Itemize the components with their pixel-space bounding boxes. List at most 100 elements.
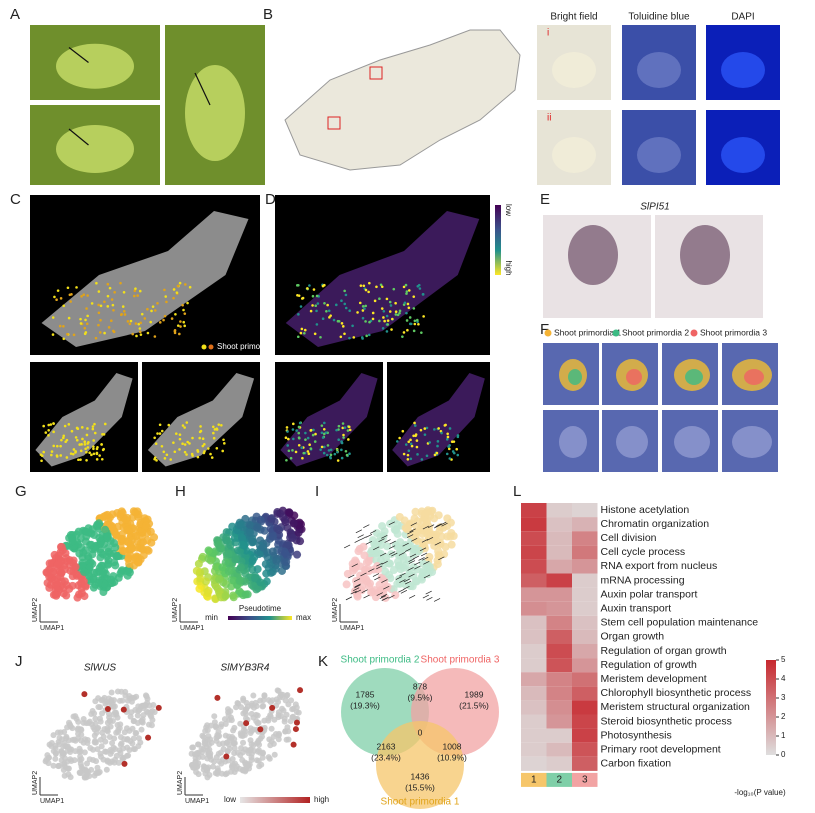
cell-point — [92, 715, 99, 722]
spot — [337, 428, 340, 431]
panel-letter: L — [513, 483, 521, 500]
spot — [153, 335, 157, 338]
velocity-arrow — [360, 572, 367, 577]
cell-point — [404, 556, 413, 565]
spot — [433, 453, 437, 457]
spot — [403, 301, 407, 305]
cell-point — [131, 508, 140, 517]
micrograph-detail — [552, 52, 596, 88]
cell-point — [134, 558, 143, 567]
cell-point — [142, 692, 149, 699]
primordium — [674, 426, 710, 458]
spot — [321, 317, 325, 321]
spot — [172, 441, 175, 444]
cell-point — [233, 704, 240, 711]
inset-box — [327, 116, 341, 130]
cell-point — [86, 540, 95, 549]
heatmap-cell — [572, 559, 598, 574]
spot — [364, 288, 368, 292]
cell-point — [372, 528, 381, 537]
spot — [336, 319, 340, 323]
cell-point — [77, 753, 84, 760]
heatmap-cell — [521, 686, 547, 701]
heatmap-cell — [546, 587, 572, 602]
cell-point — [242, 715, 249, 722]
spot — [222, 438, 225, 442]
spot — [60, 438, 63, 442]
spot — [388, 300, 392, 304]
cell-point — [124, 553, 133, 562]
heatmap-cell — [572, 573, 598, 588]
spot — [405, 319, 409, 322]
spot — [407, 289, 411, 292]
heatmap-cell — [546, 672, 572, 687]
spot — [396, 440, 399, 443]
primordium — [626, 369, 642, 385]
spot — [351, 324, 354, 328]
cell-point — [225, 711, 232, 718]
cell-point — [146, 702, 153, 709]
inset-box — [369, 66, 383, 80]
spot — [405, 292, 408, 295]
cell-point — [377, 541, 386, 550]
spot — [347, 438, 350, 441]
spot — [53, 295, 56, 299]
spot — [100, 443, 103, 446]
velocity-arrow — [413, 561, 421, 566]
cell-point — [237, 752, 244, 759]
spot — [341, 426, 345, 430]
spot — [183, 324, 186, 328]
spot — [84, 331, 88, 334]
heatmap-cell — [521, 531, 547, 546]
cell-point — [84, 740, 91, 747]
spot — [162, 318, 165, 322]
ish-signal — [568, 225, 618, 285]
spot — [292, 422, 295, 426]
velocity-arrow — [411, 537, 418, 542]
spot — [300, 446, 304, 450]
spot — [316, 302, 320, 305]
spot — [448, 444, 451, 447]
spot — [50, 450, 54, 453]
velocity-arrow — [372, 573, 380, 577]
spot — [406, 328, 409, 332]
spot — [412, 434, 415, 438]
heatmap-cell — [546, 559, 572, 574]
cell-point — [231, 736, 238, 743]
spot — [341, 325, 345, 328]
cell-point — [214, 769, 221, 776]
cell-point — [359, 542, 368, 551]
velocity-arrow — [374, 576, 381, 581]
column-label: 1 — [531, 775, 537, 786]
cell-point — [285, 701, 292, 708]
arrow — [194, 72, 211, 106]
spot — [97, 290, 101, 293]
velocity-arrow — [379, 595, 386, 599]
cell-point — [82, 767, 89, 774]
spot — [52, 430, 55, 434]
region-count: 0 — [418, 727, 423, 737]
spot — [68, 293, 72, 297]
velocity-arrow — [426, 536, 434, 541]
cell-point — [195, 771, 202, 778]
cell-point — [429, 530, 438, 539]
spot — [107, 326, 111, 329]
spot — [42, 450, 45, 454]
legend-dot — [544, 329, 552, 337]
micrograph-detail — [552, 137, 596, 173]
cell-point — [74, 527, 83, 536]
velocity-arrow — [441, 522, 448, 527]
spot — [178, 448, 181, 451]
cell-point — [230, 533, 239, 542]
cell-point — [220, 745, 227, 752]
spot — [185, 453, 188, 456]
spot — [306, 287, 309, 290]
cell-point — [135, 703, 142, 710]
spot — [174, 312, 177, 316]
axis-label: UMAP1 — [40, 798, 64, 805]
spot — [448, 457, 452, 460]
cell-point — [121, 736, 128, 743]
velocity-arrow — [435, 523, 442, 527]
spot — [59, 444, 62, 448]
spot — [65, 438, 69, 442]
